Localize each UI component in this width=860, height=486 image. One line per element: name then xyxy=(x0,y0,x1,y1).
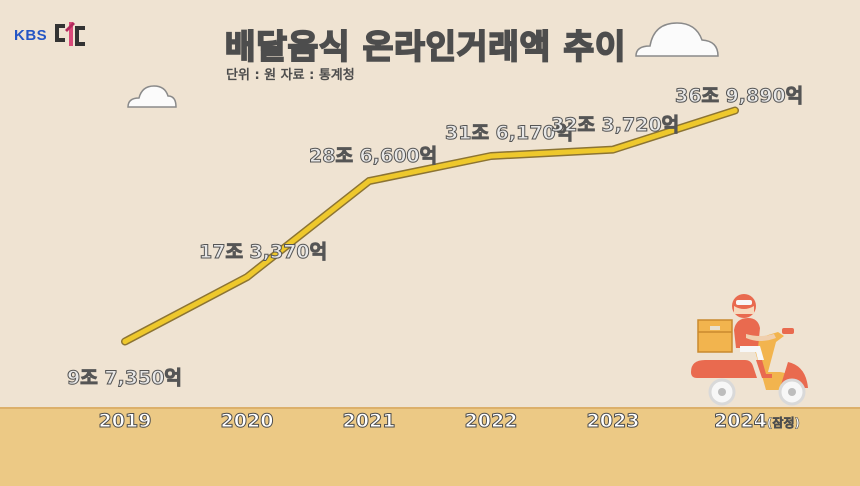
x-tick-label: 2019 xyxy=(98,410,152,433)
x-tick-label: 2020 xyxy=(220,410,274,433)
data-label: 17조 3,370억 xyxy=(198,241,328,264)
kbs-logo-text: KBS xyxy=(14,26,48,44)
delivery-box-icon xyxy=(697,319,733,353)
data-point xyxy=(244,274,250,280)
data-point xyxy=(610,147,616,153)
kbs-logo: KBS xyxy=(14,22,87,48)
x-tick-label: 2022 xyxy=(464,410,518,433)
chart-subtitle: 단위 : 원 자료 : 통계청 xyxy=(226,68,355,83)
x-tick-label: 2021 xyxy=(342,410,396,433)
ground-band xyxy=(0,407,860,486)
data-label: 31조 6,170억 xyxy=(444,122,574,145)
x-tick-label: 2024(잠정) xyxy=(714,410,801,433)
data-label: 36조 9,890억 xyxy=(674,84,804,107)
data-label: 9조 7,350억 xyxy=(67,367,183,390)
cloud-icon-right xyxy=(635,22,719,57)
cloud-icon xyxy=(127,85,177,108)
x-tick-label: 2023 xyxy=(586,410,640,433)
data-point xyxy=(366,178,372,184)
data-label: 32조 3,720억 xyxy=(550,113,680,136)
data-point xyxy=(488,153,494,159)
chart-title: 배달음식 온라인거래액 추이 xyxy=(224,26,627,67)
data-point xyxy=(122,338,128,344)
data-label: 28조 6,600억 xyxy=(308,145,438,168)
data-point xyxy=(732,108,738,114)
scooter-group xyxy=(691,294,808,406)
x-tick-label-suffix: (잠정) xyxy=(766,416,801,431)
kbs-dbd-logo-mark xyxy=(55,22,86,46)
